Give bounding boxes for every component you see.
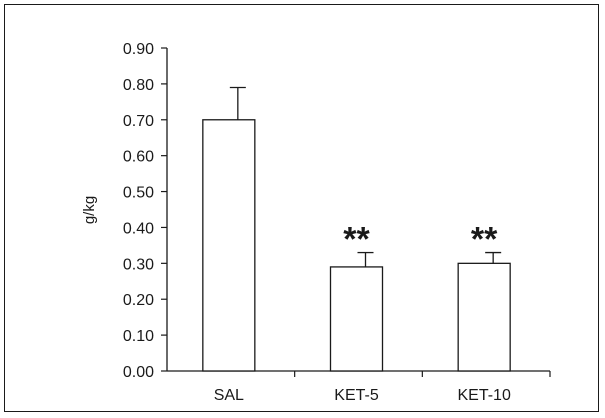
- bar: [202, 119, 256, 372]
- bar-group: [202, 86, 256, 372]
- bars: ** **: [202, 86, 511, 372]
- x-tick-label: KET-5: [334, 387, 379, 404]
- bar-chart: 0.00 0.10 0.20 0.30 0.40 0.50 0.60 0.70 0.80 0.90…: [81, 41, 551, 404]
- y-axis-label: g/kg: [81, 196, 98, 224]
- bar-group: **: [457, 221, 511, 372]
- x-tick-label: SAL: [214, 387, 244, 404]
- y-tick-label: 0.40: [123, 220, 154, 237]
- y-axis-ticks: 0.00 0.10 0.20 0.30 0.40 0.50 0.60 0.70 0.80 0.90: [123, 41, 167, 381]
- y-tick-label: 0.50: [123, 185, 154, 202]
- bar: [329, 266, 384, 372]
- y-tick-label: 0.80: [123, 77, 154, 94]
- y-tick-label: 0.70: [123, 113, 154, 130]
- y-tick-label: 0.20: [123, 292, 154, 309]
- significance-marker: **: [343, 221, 370, 259]
- x-tick-label: KET-10: [457, 387, 510, 404]
- bar: [457, 262, 511, 372]
- significance-marker: **: [471, 221, 498, 259]
- y-tick-label: 0.30: [123, 256, 154, 273]
- y-tick-label: 0.90: [123, 41, 154, 58]
- bar-group: **: [329, 221, 384, 372]
- y-tick-label: 0.60: [123, 149, 154, 166]
- chart-frame: 0.00 0.10 0.20 0.30 0.40 0.50 0.60 0.70 0.80 0.90…: [4, 4, 599, 412]
- x-axis-labels: SAL KET-5 KET-10: [214, 371, 551, 404]
- y-tick-label: 0.10: [123, 328, 154, 345]
- y-tick-label: 0.00: [123, 364, 154, 381]
